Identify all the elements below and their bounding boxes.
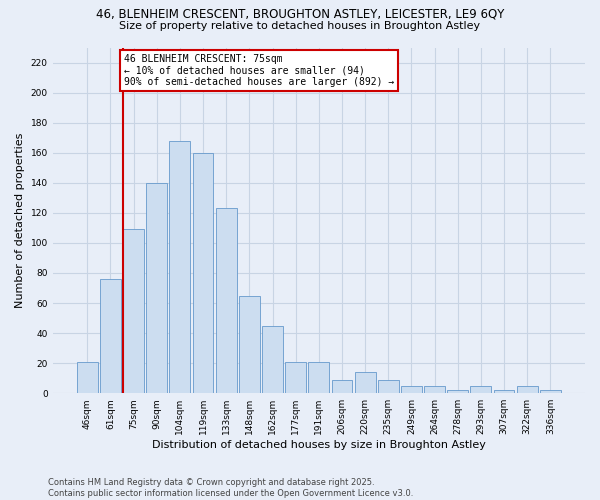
Bar (239, 296, 260, 393)
Bar (308, 362, 329, 393)
Bar (169, 140, 190, 393)
Bar (77, 362, 98, 393)
Bar (448, 390, 468, 393)
Text: 46 BLENHEIM CRESCENT: 75sqm
← 10% of detached houses are smaller (94)
90% of sem: 46 BLENHEIM CRESCENT: 75sqm ← 10% of det… (124, 54, 395, 86)
Bar (216, 208, 236, 393)
Text: Contains HM Land Registry data © Crown copyright and database right 2025.
Contai: Contains HM Land Registry data © Crown c… (48, 478, 413, 498)
Bar (332, 380, 352, 393)
Bar (100, 279, 121, 393)
Bar (494, 390, 514, 393)
Bar (378, 380, 399, 393)
Bar (401, 386, 422, 393)
Bar (355, 372, 376, 393)
Text: Size of property relative to detached houses in Broughton Astley: Size of property relative to detached ho… (119, 21, 481, 31)
Y-axis label: Number of detached properties: Number of detached properties (15, 132, 25, 308)
Bar (146, 183, 167, 393)
Bar (193, 152, 214, 393)
Bar (123, 230, 144, 393)
Bar (540, 390, 561, 393)
Bar (517, 386, 538, 393)
Text: 46, BLENHEIM CRESCENT, BROUGHTON ASTLEY, LEICESTER, LE9 6QY: 46, BLENHEIM CRESCENT, BROUGHTON ASTLEY,… (96, 8, 504, 20)
Bar (470, 386, 491, 393)
Bar (424, 386, 445, 393)
Bar (262, 326, 283, 393)
Bar (285, 362, 306, 393)
X-axis label: Distribution of detached houses by size in Broughton Astley: Distribution of detached houses by size … (152, 440, 486, 450)
